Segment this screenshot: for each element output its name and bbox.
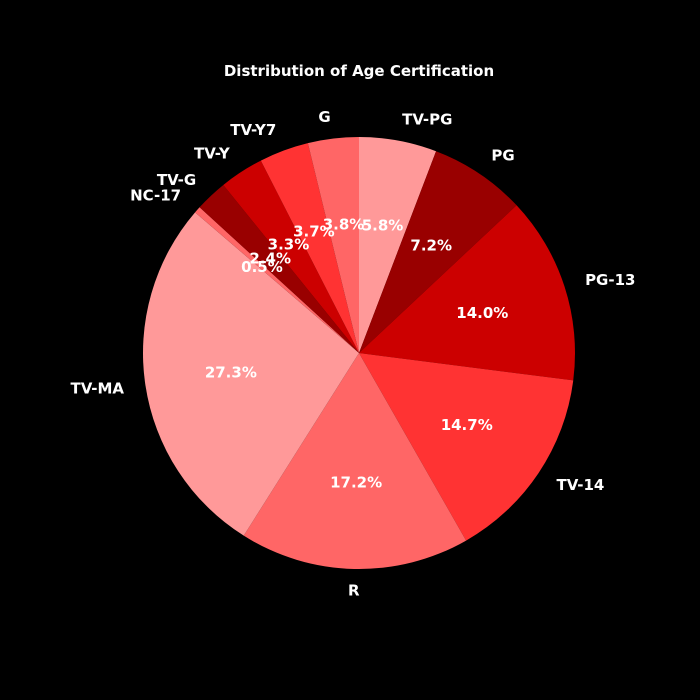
category-label-tv-pg: TV-PG [402, 110, 452, 128]
pie-slice-tv-y [223, 160, 359, 353]
pie-slice-r [243, 353, 467, 569]
percent-label-pg-13: 14.0% [456, 304, 508, 322]
pie-slice-g [307, 137, 359, 353]
pie-slice-tv-pg [359, 137, 437, 353]
pie-slice-tv-y7 [260, 143, 359, 353]
chart-title: Distribution of Age Certification [224, 62, 494, 80]
category-label-g: G [318, 108, 330, 126]
category-label-r: R [348, 582, 360, 600]
pie-slice-tv-ma [142, 212, 359, 536]
category-label-pg: PG [491, 147, 514, 165]
percent-label-tv-ma: 27.3% [205, 363, 257, 381]
category-label-tv-y7: TV-Y7 [230, 121, 276, 139]
percent-label-pg: 7.2% [410, 236, 452, 254]
percent-label-tv-y: 3.3% [268, 235, 310, 253]
pie-slice-tv-g [199, 184, 359, 353]
category-label-tv-y: TV-Y [194, 145, 231, 163]
pie-slice-pg [359, 151, 517, 353]
category-label-nc-17: NC-17 [130, 186, 181, 204]
category-label-pg-13: PG-13 [585, 271, 635, 289]
percent-label-tv-14: 14.7% [441, 416, 493, 434]
pie-labels: TV-PG 5.8% PG 7.2% PG-13 14.0% TV-14 14.7% R 17.2… [71, 108, 636, 599]
percent-label-r: 17.2% [330, 474, 382, 492]
category-label-tv-14: TV-14 [556, 476, 604, 494]
percent-label-tv-g: 2.4% [249, 250, 291, 268]
pie-slice-tv-14 [359, 353, 574, 541]
pie-slice-pg-13 [359, 205, 575, 381]
percent-label-nc-17: 0.5% [241, 258, 283, 276]
percent-label-tv-y7: 3.7% [293, 222, 335, 240]
category-label-tv-g: TV-G [157, 171, 196, 189]
pie-slice-nc-17 [195, 207, 359, 353]
percent-label-g: 3.8% [323, 215, 365, 233]
pie-slices [142, 137, 575, 569]
category-label-tv-ma: TV-MA [71, 379, 125, 397]
percent-label-tv-pg: 5.8% [362, 217, 404, 235]
